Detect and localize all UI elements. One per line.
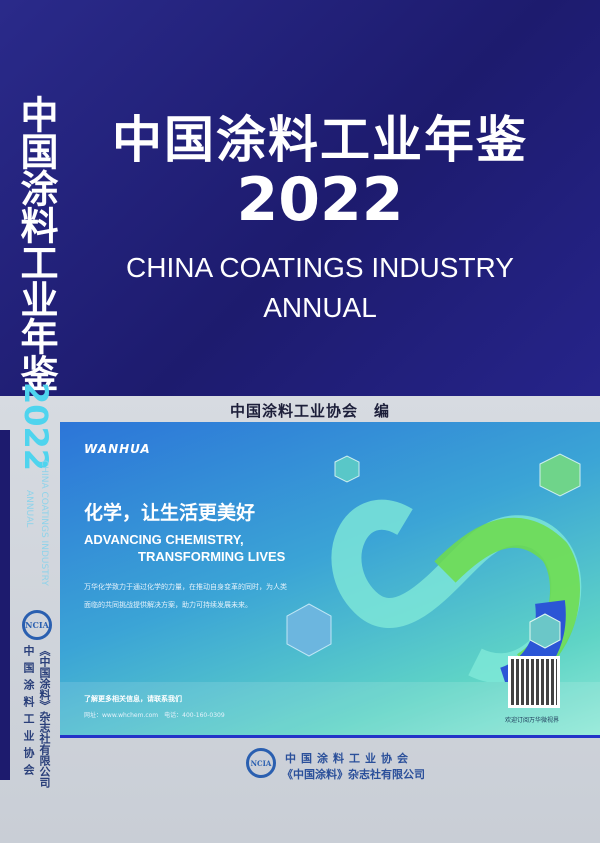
advert-slogan-1: ADVANCING CHEMISTRY, [84,532,244,547]
spine-ncia-logo: NCIA [22,610,52,640]
ncia-logo: NCIA [246,748,276,778]
cover-year: 2022 [236,165,404,235]
infinity-hexagon-graphic [331,453,582,682]
spine-english-title-2: ANNUAL [24,490,34,528]
spine-stripe [0,430,10,780]
advert-headline: 化学，让生活更美好 [84,502,256,524]
advert-body-line: 面临的共同挑战提供解决方案，助力可持续发展未来。 [84,601,252,609]
advert-body-line: 万华化学致力于通过化学的力量，在推动自身变革的同时，为人类 [84,583,287,591]
cover-english-title-2: ANNUAL [263,292,377,323]
advert-slogan-2: TRANSFORMING LIVES [138,549,286,564]
shield-check-icon [529,613,561,649]
advert-body: 万华化学致力于通过化学的力量，在推动自身变革的同时，为人类 面临的共同挑战提供解… [84,578,354,614]
cover-top-band [0,0,600,396]
spine-year: 2022 [17,382,55,472]
wanhua-advert: WANHUA 化学，让生活更美好 ADVANCING CHEMISTRY, TR… [60,422,600,738]
hexagon-icon [334,455,360,483]
cover-title: 中国涂料工业年鉴 [112,111,528,169]
spine-publisher: 《中国涂料》杂志社有限公司 [38,645,51,788]
footer-publisher: 《中国涂料》杂志社有限公司 [282,768,425,781]
hexagon-icon [539,453,581,497]
spine-association: 中国涂料工业协会 [22,645,35,781]
wanhua-logo: WANHUA [84,442,151,456]
spine-title: 中国涂料工业年鉴 [14,95,58,391]
advert-contact-detail: 网址：www.whchem.com 电话：400-160-0309 [84,712,225,719]
qr-code [508,656,560,708]
cover-english-title-1: CHINA COATINGS INDUSTRY [126,252,514,283]
cover-editor: 中国涂料工业协会 编 [230,402,391,420]
spine-english-title: CHINA COATINGS INDUSTRY [39,460,49,586]
dna-hexagon-icon [286,603,332,657]
qr-caption: 欢迎订阅万华微视界 [505,717,560,724]
footer-association: 中国涂料工业协会 [285,752,413,765]
advert-contact-title: 了解更多相关信息，请联系我们 [84,695,182,703]
